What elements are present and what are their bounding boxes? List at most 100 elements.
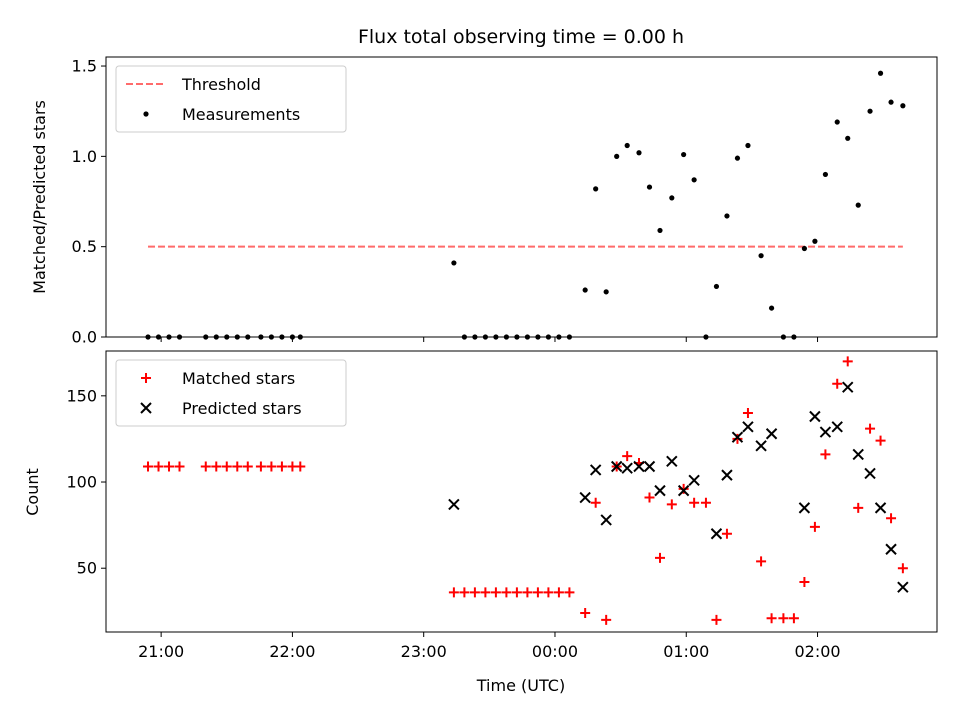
matched-stars-point — [522, 587, 533, 598]
measurement-point — [593, 186, 599, 192]
matched-stars-point — [211, 461, 222, 472]
measurement-point — [582, 287, 588, 293]
matched-stars-point — [276, 461, 287, 472]
measurement-point — [451, 260, 457, 266]
bottom-y-tick-label: 50 — [77, 559, 97, 578]
predicted-stars-point — [842, 381, 854, 393]
measurement-point — [603, 289, 609, 295]
predicted-stars-point — [885, 543, 897, 555]
matched-stars-point — [644, 492, 655, 503]
matched-stars-point — [501, 587, 512, 598]
bottom-y-tick-label: 150 — [66, 386, 97, 405]
matched-stars-point — [853, 502, 864, 513]
matched-stars-point — [232, 461, 243, 472]
matched-stars-point — [711, 614, 722, 625]
predicted-stars-point — [798, 502, 811, 514]
bottom-y-tick-label: 100 — [66, 473, 97, 492]
measurement-point — [669, 195, 675, 201]
matched-stars-point — [590, 497, 601, 508]
matched-stars-point — [511, 587, 522, 598]
matched-stars-point — [153, 461, 164, 472]
matched-stars-point — [788, 613, 799, 624]
legend-label: Predicted stars — [182, 399, 302, 418]
predicted-stars-point — [864, 467, 876, 480]
matched-stars-point — [832, 378, 843, 389]
x-axis-label: Time (UTC) — [476, 676, 565, 695]
matched-stars-point — [564, 587, 575, 598]
measurement-point — [646, 184, 653, 190]
measurement-point — [888, 99, 894, 105]
predicted-stars-point — [721, 469, 733, 481]
measurement-point — [758, 253, 764, 259]
matched-stars-point — [242, 461, 253, 472]
measurement-point — [691, 177, 697, 183]
measurement-point — [877, 70, 884, 76]
bottom-legend-box — [115, 359, 347, 427]
predicted-stars-point — [874, 502, 887, 514]
bottom-legend: Matched stars Predicted stars — [115, 359, 347, 427]
matched-stars-point — [164, 461, 175, 472]
predicted-stars-point — [589, 464, 602, 476]
matched-stars-point — [666, 499, 677, 510]
predicted-stars-point — [448, 498, 460, 511]
legend-label: Threshold — [181, 75, 261, 94]
predicted-stars-point — [633, 460, 645, 473]
bottom-axes-frame — [105, 350, 938, 633]
matched-stars-point — [459, 587, 470, 598]
predicted-stars-point — [819, 426, 832, 438]
matched-stars-point — [490, 587, 501, 598]
bottom-x-tick-label: 23:00 — [401, 642, 447, 661]
predicted-stars-point — [610, 460, 623, 473]
predicted-stars-point — [643, 460, 656, 473]
matched-stars-point — [700, 497, 711, 508]
legend-measurements-swatch — [143, 111, 149, 117]
matched-stars-point — [799, 577, 810, 588]
predicted-stars-point — [579, 491, 591, 504]
bottom-y-axis-label: Count — [23, 468, 42, 516]
matched-stars-point — [601, 614, 612, 625]
legend-predicted-swatch — [140, 402, 152, 414]
matched-stars-point — [266, 461, 277, 472]
matched-stars-point — [543, 587, 554, 598]
measurement-point — [636, 150, 642, 156]
predicted-stars-point — [809, 410, 821, 423]
matched-stars-point — [820, 449, 831, 460]
top-panel: 0.0 0.5 1.0 1.5 Threshold Measurements — [72, 56, 938, 347]
legend-matched-swatch — [141, 373, 151, 383]
top-axes-frame — [105, 56, 938, 338]
matched-stars-point — [678, 483, 689, 494]
measurement-point — [855, 202, 861, 208]
predicted-stars-point — [831, 421, 843, 433]
predicted-stars-point — [731, 431, 744, 443]
legend-label: Matched stars — [182, 369, 295, 388]
top-y-tick-label: 0.0 — [72, 328, 97, 347]
matched-stars-point — [174, 461, 185, 472]
measurement-point — [867, 108, 873, 114]
measurement-point — [681, 151, 687, 158]
measurement-point — [801, 245, 808, 252]
bottom-x-tick-label: 22:00 — [269, 642, 315, 661]
measurement-point — [900, 103, 906, 109]
measurement-point — [734, 155, 741, 161]
predicted-stars-point — [755, 440, 767, 452]
bottom-x-tick-label: 02:00 — [794, 642, 840, 661]
legend-label: Measurements — [182, 105, 300, 124]
matched-stars-point — [742, 408, 753, 419]
predicted-stars-point — [897, 581, 909, 593]
matched-stars-point — [448, 587, 459, 598]
matched-stars-point — [842, 356, 853, 367]
predicted-stars-point — [742, 421, 754, 433]
matched-stars-point — [480, 587, 491, 598]
top-y-tick-label: 0.5 — [72, 237, 97, 256]
predicted-stars-point — [688, 474, 700, 487]
bottom-x-tick-label: 00:00 — [532, 642, 578, 661]
matched-stars-point — [295, 461, 306, 472]
chart-title: Flux total observing time = 0.00 h — [358, 26, 684, 48]
predicted-stars-point — [852, 448, 864, 461]
measurement-point — [812, 238, 818, 244]
predicted-stars-point — [621, 462, 633, 474]
matched-stars-point — [809, 521, 820, 532]
matched-stars-point — [766, 613, 777, 624]
predicted-stars-point — [765, 428, 778, 440]
